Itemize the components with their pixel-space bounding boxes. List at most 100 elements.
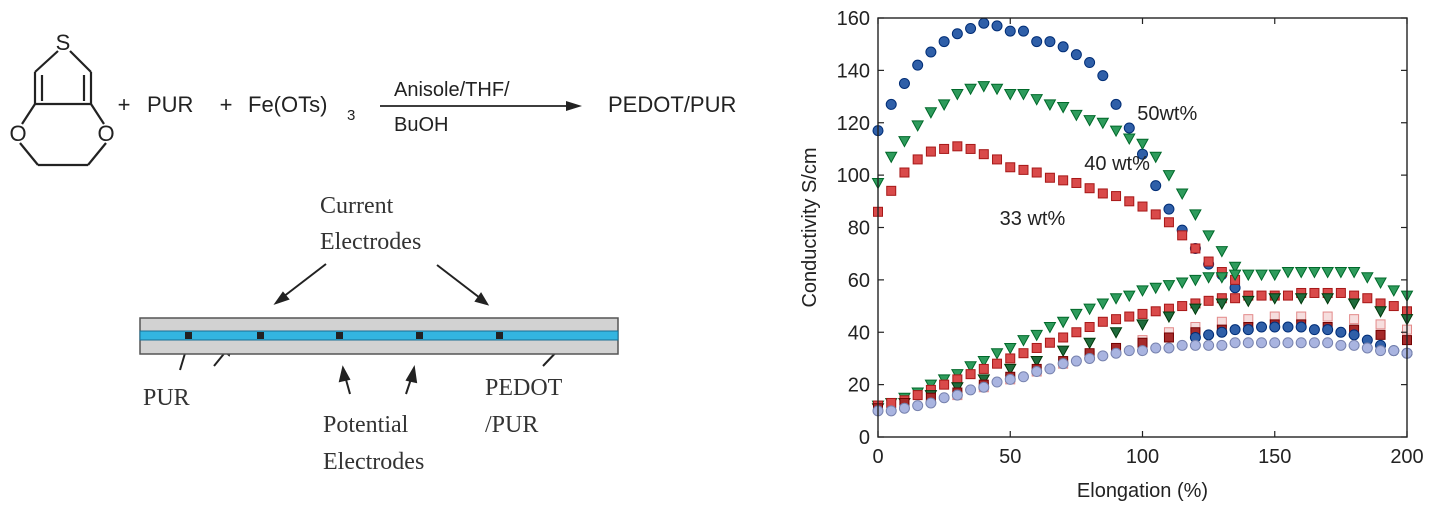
data-point	[1004, 373, 1016, 385]
data-point	[1122, 133, 1136, 146]
data-point	[1058, 332, 1069, 343]
y-tick-label: 0	[859, 427, 870, 449]
pur-label: PUR	[143, 385, 190, 411]
data-point	[1137, 201, 1148, 212]
x-tick-label: 50	[999, 446, 1021, 468]
data-point	[1163, 217, 1174, 228]
data-point	[1083, 115, 1096, 127]
data-point	[1017, 88, 1030, 101]
y-tick-label: 20	[848, 375, 870, 397]
data-point	[1176, 339, 1188, 351]
reaction-condition-bottom: BuOH	[394, 114, 448, 136]
data-point	[911, 120, 925, 132]
x-tick-label: 0	[872, 446, 883, 468]
plus-sign-2: +	[220, 92, 233, 117]
data-point	[925, 397, 937, 409]
data-point	[1070, 49, 1082, 61]
reaction-arrow	[380, 101, 582, 111]
data-point	[1269, 337, 1281, 349]
data-point	[1335, 326, 1347, 338]
data-point	[1309, 287, 1320, 298]
data-point	[1189, 274, 1202, 287]
data-point	[1111, 314, 1122, 325]
data-point	[1070, 308, 1083, 321]
reagent-iron-tosylate: Fe(OTs)	[248, 92, 327, 117]
data-point	[1202, 272, 1215, 284]
data-point	[1177, 230, 1188, 241]
data-point	[1056, 345, 1070, 358]
data-point	[1096, 298, 1110, 310]
y-axis-label: Conductivity S/cm	[799, 147, 821, 307]
data-point	[1215, 298, 1229, 310]
data-point	[1347, 298, 1361, 310]
data-point	[1043, 99, 1057, 111]
data-point	[899, 167, 910, 178]
data-point	[1031, 36, 1043, 48]
data-point	[951, 389, 963, 401]
potential-electrodes-label-line2: Electrodes	[323, 449, 424, 475]
data-point	[964, 83, 977, 96]
data-point	[1269, 321, 1281, 333]
data-point	[1137, 308, 1148, 319]
data-point	[924, 107, 938, 119]
data-point	[1163, 203, 1175, 215]
data-point	[1056, 102, 1070, 114]
data-point	[1294, 293, 1308, 305]
current-electrodes-label-line2: Electrodes	[320, 229, 421, 255]
data-point	[1215, 272, 1229, 284]
data-point	[912, 59, 924, 71]
x-axis-label: Elongation (%)	[1077, 480, 1208, 502]
data-point	[1070, 109, 1083, 122]
data-point	[952, 141, 963, 152]
data-point	[1281, 267, 1295, 279]
data-point	[992, 154, 1003, 165]
data-point	[1242, 324, 1254, 336]
data-point	[1361, 342, 1373, 354]
data-point	[1228, 261, 1242, 274]
data-point	[1215, 246, 1229, 258]
data-point	[1109, 293, 1123, 305]
data-point	[1375, 319, 1386, 330]
data-point	[1031, 167, 1042, 178]
data-point	[939, 143, 950, 154]
y-tick-label: 40	[848, 322, 870, 344]
data-point	[1057, 358, 1069, 370]
data-point	[1216, 326, 1228, 338]
data-point	[1388, 301, 1399, 312]
data-point	[885, 98, 897, 110]
data-point	[1362, 293, 1373, 304]
data-point	[1162, 280, 1176, 292]
data-point	[1004, 25, 1016, 37]
data-point	[1282, 321, 1294, 333]
data-point	[1097, 70, 1109, 82]
data-point	[1017, 25, 1029, 37]
data-point	[965, 22, 977, 34]
series-5	[871, 293, 1414, 415]
reagent-pur: PUR	[147, 92, 193, 117]
data-point	[1282, 337, 1294, 349]
data-point	[991, 376, 1003, 388]
chart-marks	[871, 17, 1414, 417]
data-point	[1229, 337, 1241, 349]
data-point	[1030, 94, 1044, 106]
data-point	[1268, 293, 1282, 305]
data-point	[965, 384, 977, 396]
data-point	[1097, 188, 1108, 199]
data-point	[1044, 337, 1055, 348]
data-point	[1122, 290, 1136, 303]
data-point	[1017, 335, 1030, 347]
data-point	[1044, 36, 1056, 48]
data-point	[1084, 322, 1095, 333]
data-point	[1268, 269, 1282, 282]
data-point	[1110, 98, 1122, 110]
data-point	[1375, 345, 1387, 357]
data-point	[1163, 332, 1174, 343]
data-point	[1044, 172, 1055, 183]
data-point	[951, 88, 964, 101]
data-point	[977, 356, 991, 368]
data-point	[1189, 339, 1201, 351]
data-point	[1018, 348, 1029, 359]
oxygen-atom-label-right: O	[97, 121, 114, 146]
data-point	[1005, 353, 1016, 364]
reaction-scheme-and-device: S O O + PUR + Fe(OTs) 3 Anisole/THF/ BuO…	[9, 30, 736, 475]
